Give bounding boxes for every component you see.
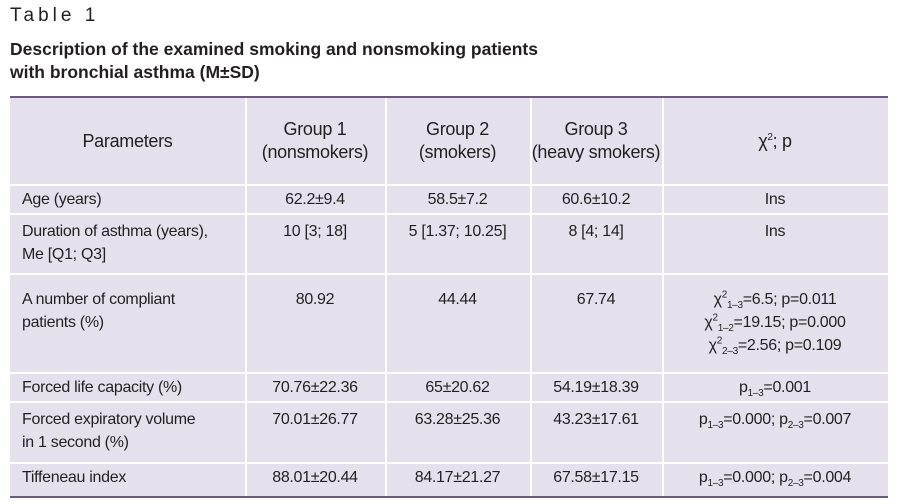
row-group-1-value: 80.92	[295, 291, 335, 308]
row-group-3-value: 67.58±17.15	[553, 469, 639, 486]
header-row: Parameters Group 1 (nonsmokers) Group 2 …	[10, 98, 888, 184]
table-caption: Description of the examined smoking and …	[10, 38, 710, 84]
row-group-3-value: 67.74	[576, 291, 616, 308]
caption-line-1: Description of the examined smoking and …	[10, 39, 538, 59]
row-group-3-value: 43.23±17.61	[553, 411, 639, 428]
row-group-2-value: 5 [1.37; 10.25]	[408, 223, 507, 240]
header-group-1-desc: (nonsmokers)	[261, 142, 369, 162]
row-divider	[10, 372, 888, 374]
row-divider	[10, 273, 888, 275]
header-group-1: Group 1 (nonsmokers)	[245, 118, 385, 164]
row-parameter: Forced life capacity (%)	[22, 379, 182, 396]
chi-square-line: χ21–2=19.15; p=0.000	[704, 312, 846, 335]
caption-line-2: with bronchial asthma (M±SD)	[10, 62, 260, 82]
row-group-2-value: 44.44	[438, 291, 477, 308]
row-statistic: p1–3=0.000; p2–3=0.004	[698, 469, 852, 490]
row-divider	[10, 184, 888, 186]
chi-square-line: χ21–3=6.5; p=0.011	[713, 289, 837, 312]
column-divider	[245, 98, 247, 496]
row-group-1-value: 70.76±22.36	[272, 379, 358, 396]
row-statistic: χ21–3=6.5; p=0.011 χ21–2=19.15; p=0.000 …	[662, 288, 888, 357]
header-group-1-name: Group 1	[283, 119, 347, 139]
table-row: Age (years) 62.2±9.4 58.5±7.2 60.6±10.2 …	[10, 186, 888, 213]
row-statistic: p1–3=0.001	[739, 379, 811, 400]
row-group-1-value: 88.01±20.44	[272, 469, 358, 486]
row-group-1-value: 10 [3; 18]	[283, 223, 347, 240]
row-statistic: p1–3=0.000; p2–3=0.007	[698, 411, 852, 432]
row-statistic: Ins	[764, 191, 786, 208]
column-divider	[662, 98, 664, 496]
row-parameter: A number of compliant patients (%)	[22, 291, 175, 331]
column-divider	[385, 98, 387, 496]
table-row: Forced life capacity (%) 70.76±22.36 65±…	[10, 374, 888, 401]
header-group-3: Group 3 (heavy smokers)	[530, 118, 662, 164]
row-parameter: Forced expiratory volume in 1 second (%)	[22, 411, 196, 451]
table-row: Tiffeneau index 88.01±20.44 84.17±21.27 …	[10, 464, 888, 496]
header-group-2: Group 2 (smokers)	[385, 118, 530, 164]
row-group-2-value: 58.5±7.2	[427, 191, 488, 208]
header-parameters: Parameters	[82, 131, 173, 151]
table-row: Forced expiratory volume in 1 second (%)…	[10, 403, 888, 462]
row-statistic: Ins	[764, 223, 786, 240]
row-group-3-value: 8 [4; 14]	[568, 223, 624, 240]
table-row: A number of compliant patients (%) 80.92…	[10, 275, 888, 372]
row-divider	[10, 401, 888, 403]
data-table: Parameters Group 1 (nonsmokers) Group 2 …	[10, 96, 888, 498]
row-group-1-value: 70.01±26.77	[272, 411, 358, 428]
header-group-2-name: Group 2	[426, 119, 489, 139]
row-parameter: Duration of asthma (years), Me [Q1; Q3]	[22, 223, 208, 263]
row-group-2-value: 65±20.62	[425, 379, 490, 396]
row-group-2-value: 84.17±21.27	[414, 469, 501, 486]
column-divider	[530, 98, 532, 496]
table-label: Table 1	[10, 5, 100, 26]
row-divider	[10, 462, 888, 464]
header-group-3-name: Group 3	[564, 119, 628, 139]
row-parameter: Tiffeneau index	[22, 469, 127, 486]
header-group-3-desc: (heavy smokers)	[531, 142, 661, 162]
row-group-3-value: 54.19±18.39	[553, 379, 639, 396]
row-divider	[10, 213, 888, 215]
row-parameter: Age (years)	[22, 191, 102, 208]
header-group-2-desc: (smokers)	[418, 142, 497, 162]
header-chi-square: χ2; p	[758, 131, 792, 151]
table-row: Duration of asthma (years), Me [Q1; Q3] …	[10, 215, 888, 273]
chi-square-line: χ22–3=2.56; p=0.109	[708, 335, 842, 358]
row-group-3-value: 60.6±10.2	[561, 191, 631, 208]
row-group-1-value: 62.2±9.4	[285, 191, 345, 208]
row-group-2-value: 63.28±25.36	[414, 411, 501, 428]
